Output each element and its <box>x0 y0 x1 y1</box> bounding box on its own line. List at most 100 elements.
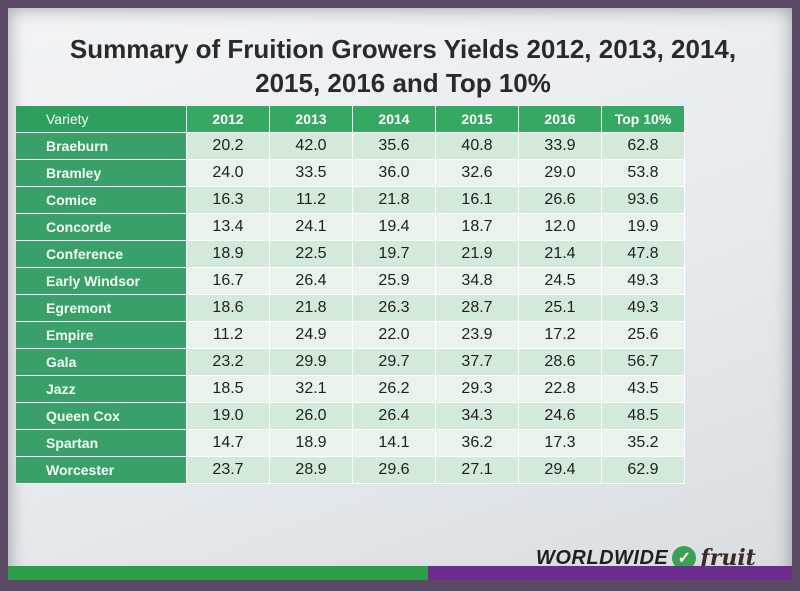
column-header-2016: 2016 <box>519 106 602 133</box>
yield-cell: 17.3 <box>519 430 602 457</box>
table-row: Jazz 18.5 32.1 26.2 29.3 22.8 43.5 <box>16 376 685 403</box>
yield-cell: 53.8 <box>602 160 685 187</box>
variety-cell: Conference <box>16 241 187 268</box>
yield-cell: 29.9 <box>270 349 353 376</box>
yield-cell: 23.7 <box>187 457 270 484</box>
table-row: Braeburn 20.2 42.0 35.6 40.8 33.9 62.8 <box>16 133 685 160</box>
yield-cell: 35.2 <box>602 430 685 457</box>
table-row: Bramley 24.0 33.5 36.0 32.6 29.0 53.8 <box>16 160 685 187</box>
variety-cell: Jazz <box>16 376 187 403</box>
yield-cell: 36.2 <box>436 430 519 457</box>
yield-cell: 21.4 <box>519 241 602 268</box>
yield-cell: 62.8 <box>602 133 685 160</box>
table-row: Conference 18.9 22.5 19.7 21.9 21.4 47.8 <box>16 241 685 268</box>
yield-cell: 18.9 <box>270 430 353 457</box>
table-row: Comice 16.3 11.2 21.8 16.1 26.6 93.6 <box>16 187 685 214</box>
yield-cell: 32.1 <box>270 376 353 403</box>
variety-cell: Comice <box>16 187 187 214</box>
yield-cell: 16.7 <box>187 268 270 295</box>
yield-cell: 12.0 <box>519 214 602 241</box>
yield-cell: 29.6 <box>353 457 436 484</box>
yield-cell: 42.0 <box>270 133 353 160</box>
yield-cell: 20.2 <box>187 133 270 160</box>
yield-cell: 13.4 <box>187 214 270 241</box>
column-header-2015: 2015 <box>436 106 519 133</box>
yield-cell: 18.9 <box>187 241 270 268</box>
footer-stripe-green <box>8 566 428 580</box>
variety-cell: Early Windsor <box>16 268 187 295</box>
yield-cell: 14.1 <box>353 430 436 457</box>
yield-cell: 19.0 <box>187 403 270 430</box>
yields-table: Variety 2012 2013 2014 2015 2016 Top 10% Braeb… <box>16 106 685 484</box>
yield-cell: 18.7 <box>436 214 519 241</box>
column-header-top-10-: Top 10% <box>602 106 685 133</box>
yield-cell: 49.3 <box>602 295 685 322</box>
table-row: Egremont 18.6 21.8 26.3 28.7 25.1 49.3 <box>16 295 685 322</box>
yield-cell: 56.7 <box>602 349 685 376</box>
logo-text-worldwide: WORLDWIDE <box>536 546 669 569</box>
yield-cell: 19.4 <box>353 214 436 241</box>
yield-cell: 24.6 <box>519 403 602 430</box>
variety-cell: Spartan <box>16 430 187 457</box>
yield-cell: 26.0 <box>270 403 353 430</box>
table-row: Queen Cox 19.0 26.0 26.4 34.3 24.6 48.5 <box>16 403 685 430</box>
yield-cell: 29.7 <box>353 349 436 376</box>
yield-cell: 33.9 <box>519 133 602 160</box>
yield-cell: 49.3 <box>602 268 685 295</box>
yield-cell: 29.4 <box>519 457 602 484</box>
yield-cell: 25.9 <box>353 268 436 295</box>
yield-cell: 36.0 <box>353 160 436 187</box>
yield-cell: 22.5 <box>270 241 353 268</box>
yield-cell: 23.2 <box>187 349 270 376</box>
yield-cell: 29.0 <box>519 160 602 187</box>
yield-cell: 35.6 <box>353 133 436 160</box>
variety-cell: Empire <box>16 322 187 349</box>
table-body: Braeburn 20.2 42.0 35.6 40.8 33.9 62.8 Bramley 2… <box>16 133 685 484</box>
table-row: Gala 23.2 29.9 29.7 37.7 28.6 56.7 <box>16 349 685 376</box>
yield-cell: 40.8 <box>436 133 519 160</box>
yield-cell: 22.8 <box>519 376 602 403</box>
variety-cell: Braeburn <box>16 133 187 160</box>
yield-cell: 93.6 <box>602 187 685 214</box>
slide-title: Summary of Fruition Growers Yields 2012,… <box>69 34 737 98</box>
yield-cell: 25.6 <box>602 322 685 349</box>
yield-cell: 21.8 <box>270 295 353 322</box>
yield-cell: 28.7 <box>436 295 519 322</box>
variety-cell: Gala <box>16 349 187 376</box>
yield-cell: 26.6 <box>519 187 602 214</box>
yield-cell: 25.1 <box>519 295 602 322</box>
footer-stripe-purple <box>428 566 792 580</box>
yield-cell: 32.6 <box>436 160 519 187</box>
yield-cell: 34.8 <box>436 268 519 295</box>
table-row: Empire 11.2 24.9 22.0 23.9 17.2 25.6 <box>16 322 685 349</box>
yield-cell: 19.9 <box>602 214 685 241</box>
table-row: Spartan 14.7 18.9 14.1 36.2 17.3 35.2 <box>16 430 685 457</box>
column-header-2012: 2012 <box>187 106 270 133</box>
yield-cell: 16.3 <box>187 187 270 214</box>
yield-cell: 26.4 <box>353 403 436 430</box>
yield-cell: 28.6 <box>519 349 602 376</box>
column-header-2014: 2014 <box>353 106 436 133</box>
yield-cell: 34.3 <box>436 403 519 430</box>
yield-cell: 18.5 <box>187 376 270 403</box>
yield-cell: 33.5 <box>270 160 353 187</box>
variety-cell: Bramley <box>16 160 187 187</box>
yield-cell: 43.5 <box>602 376 685 403</box>
yield-cell: 37.7 <box>436 349 519 376</box>
yield-cell: 48.5 <box>602 403 685 430</box>
yield-cell: 26.4 <box>270 268 353 295</box>
yield-cell: 16.1 <box>436 187 519 214</box>
yield-cell: 21.9 <box>436 241 519 268</box>
yield-cell: 21.8 <box>353 187 436 214</box>
yield-cell: 27.1 <box>436 457 519 484</box>
yield-cell: 24.1 <box>270 214 353 241</box>
slide: Summary of Fruition Growers Yields 2012,… <box>8 8 792 580</box>
variety-cell: Worcester <box>16 457 187 484</box>
variety-cell: Concorde <box>16 214 187 241</box>
yield-cell: 28.9 <box>270 457 353 484</box>
yield-cell: 23.9 <box>436 322 519 349</box>
table-row: Early Windsor 16.7 26.4 25.9 34.8 24.5 49.3 <box>16 268 685 295</box>
yield-cell: 24.9 <box>270 322 353 349</box>
yield-cell: 19.7 <box>353 241 436 268</box>
column-header-2013: 2013 <box>270 106 353 133</box>
